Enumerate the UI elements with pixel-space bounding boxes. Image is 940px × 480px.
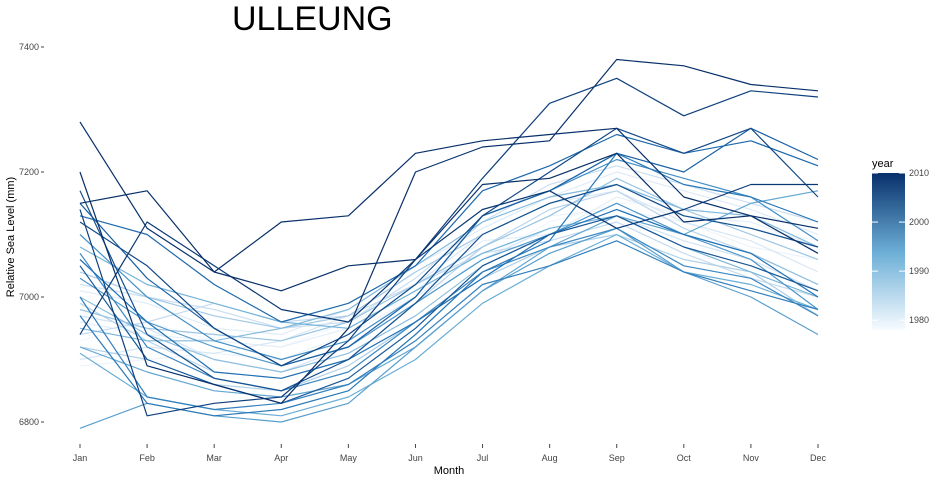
y-tick-label: 6800 — [19, 417, 39, 427]
x-tick-label: Jan — [73, 453, 88, 463]
y-tick-label: 7400 — [19, 42, 39, 52]
series-line — [79, 77, 819, 417]
plot-lines — [79, 58, 819, 429]
series-line — [79, 127, 819, 367]
series-line — [79, 171, 819, 336]
series-line — [79, 127, 819, 273]
series-line — [79, 208, 819, 367]
chart-title: ULLEUNG — [232, 0, 393, 38]
legend-title: year — [872, 158, 894, 170]
series-line — [79, 152, 819, 417]
series-line — [79, 133, 819, 323]
series-line — [79, 183, 819, 392]
series-line — [79, 190, 819, 379]
legend-tick-label: 1990 — [909, 266, 929, 276]
series-line — [79, 227, 819, 429]
series-line — [79, 202, 819, 367]
x-tick-label: Jun — [408, 453, 423, 463]
legend-ticks: 1980 1990 2000 2010 — [872, 168, 929, 325]
series-line — [79, 215, 819, 329]
series-line — [79, 121, 819, 292]
x-tick-label: Dec — [810, 453, 827, 463]
x-tick-label: Apr — [274, 453, 288, 463]
series-line — [79, 202, 819, 348]
x-tick-label: Mar — [206, 453, 222, 463]
y-axis-title: Relative Sea Level (mm) — [5, 177, 17, 297]
legend-tick-label: 2010 — [909, 168, 929, 178]
series-line — [79, 183, 819, 342]
x-axis-title: Month — [434, 465, 465, 477]
y-tick-label: 7000 — [19, 292, 39, 302]
x-axis: Jan Feb Mar Apr May Jun Jul Aug Sep Oct Nov Dec — [73, 444, 827, 463]
series-line — [79, 208, 819, 379]
x-tick-label: Feb — [139, 453, 155, 463]
x-tick-label: Aug — [542, 453, 558, 463]
series-line — [79, 240, 819, 411]
legend-tick-label: 2000 — [909, 217, 929, 227]
series-line — [79, 58, 819, 404]
series-line — [79, 127, 819, 367]
x-tick-label: Nov — [743, 453, 760, 463]
y-axis: 6800 7000 7200 7400 — [19, 42, 44, 427]
series-line — [79, 190, 819, 361]
x-tick-label: Oct — [677, 453, 692, 463]
series-line — [79, 215, 819, 373]
series-line — [79, 215, 819, 404]
legend-tick-label: 1980 — [909, 315, 929, 325]
legend: year 1980 1990 2000 2010 — [872, 158, 929, 330]
x-tick-label: Sep — [609, 453, 625, 463]
x-tick-label: Jul — [477, 453, 489, 463]
legend-colorbar — [872, 173, 905, 330]
x-tick-label: May — [340, 453, 358, 463]
y-tick-label: 7200 — [19, 167, 39, 177]
